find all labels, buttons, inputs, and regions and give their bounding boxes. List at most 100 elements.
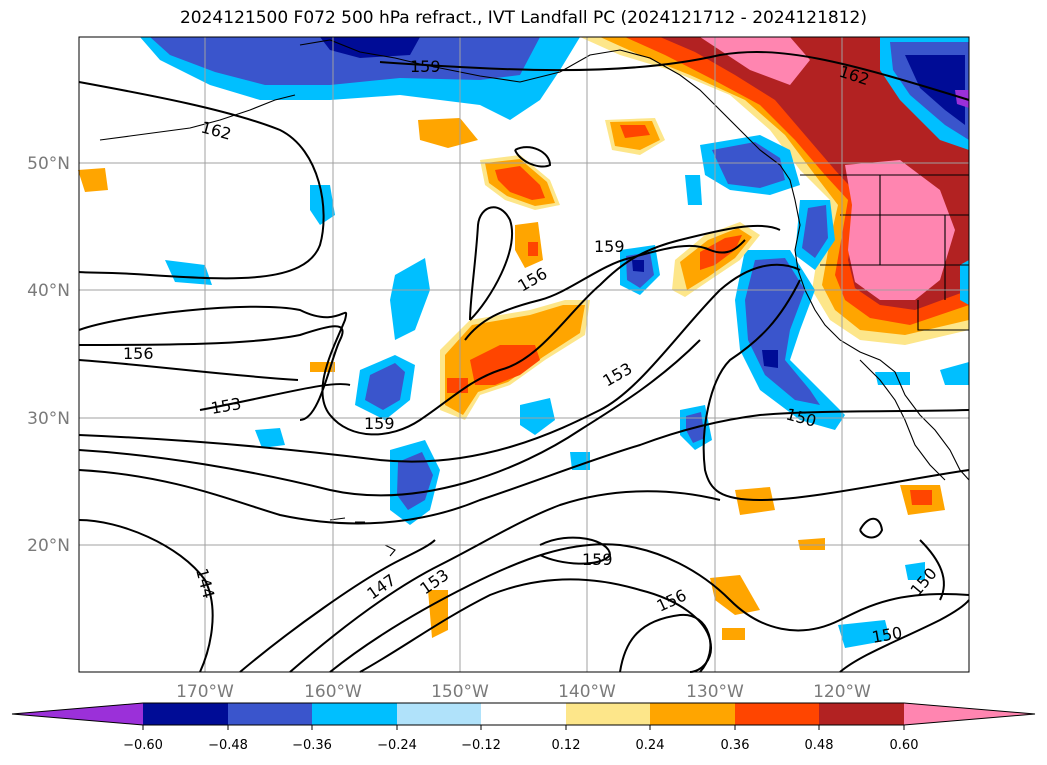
map-title: 2024121500 F072 500 hPa refract., IVT La… [179,8,867,28]
pos-c-outer [418,118,478,148]
colorbar-tick-label: 0.60 [890,738,919,753]
grid-lines [79,37,969,672]
contour-label: 159 [582,550,613,569]
neg-o-outer [570,452,590,470]
colorbar-tick-label: 0.36 [721,738,750,753]
colorbar-segment [312,703,397,725]
pos-d-red [620,125,650,138]
neg-m-outer [940,362,969,385]
colorbar-segment [143,703,228,725]
colorbar-tick-label: −0.24 [377,738,417,753]
state-borders [800,174,969,331]
contour-label: 150 [870,623,903,647]
pos-k-outer [78,168,108,192]
contour-162-north [78,81,325,280]
alaska-coast [299,39,970,481]
lat-label: 30°N [27,409,70,429]
colorbar-tick-label: 0.24 [636,738,665,753]
neg-ne-corner-purple [955,90,969,108]
neg-bc-mid [712,142,785,188]
lat-label: 20°N [27,536,70,556]
contour-label: 147 [363,570,399,603]
map-frame [78,36,970,673]
contour-144 [78,519,214,673]
contour-label: 153 [600,359,636,391]
lat-label: 40°N [27,281,70,301]
pc-shading [78,37,969,648]
contour-label: 159 [594,237,625,256]
coastlines [99,39,970,557]
contour-159-b [539,536,612,565]
contour-150-b [839,599,970,673]
neg-coast-dark [762,350,778,368]
aleutians [99,94,296,141]
pos-m-outer [722,628,745,640]
lat-label: 50°N [27,154,70,174]
neg-mid-b-mid [365,363,405,410]
contour-label: 153 [209,394,242,418]
colorbar-tick-label: 0.12 [552,738,581,753]
baja-coast [859,359,946,481]
contour-label: 144 [192,566,218,600]
contour-147-b [239,539,436,673]
contour-162-top [379,51,970,101]
contour-label: 159 [364,414,395,433]
lon-label: 170°W [176,682,234,702]
refractivity-contours [78,51,970,673]
contour-156-e [619,613,712,673]
contour-150-coast [702,279,970,502]
contour-159-a [78,224,781,436]
neg-or-mid [802,205,828,258]
contour-162-closed [859,517,884,539]
colorbar-segment [481,703,566,725]
neg-band-north-mid [150,37,540,85]
contour-156-c [469,206,513,321]
lon-label: 160°W [304,682,362,702]
pos-g-red [910,490,932,505]
pos-band-nw-pink [700,37,810,85]
longitude-labels: 170°W 160°W 150°W 140°W 130°W 120°W [176,682,871,702]
contour-label: 162 [199,118,233,144]
lon-label: 120°W [813,682,871,702]
colorbar-segment [397,703,482,725]
neg-g-outer [520,398,555,435]
contour-label: 156 [654,585,690,615]
neg-p-outer [960,260,969,305]
neg-mid-c-mid [397,452,433,510]
neg-mid-a-outer [390,258,430,340]
colorbar-tick-label: −0.48 [208,738,248,753]
neg-q-outer [685,175,702,205]
contour-label: 156 [123,344,154,363]
colorbar-tick-label: −0.60 [123,738,163,753]
colorbar-tick-label: 0.48 [805,738,834,753]
contour-label: 156 [515,264,551,296]
contour-159-small [514,146,552,168]
colorbar-extend-low [12,703,143,725]
neg-n-outer [905,562,925,580]
colorbar-tick-label: −0.36 [292,738,332,753]
pos-l-outer [798,538,825,550]
contour-150-a [78,339,701,497]
pos-f-red [528,242,538,256]
neg-e-dark [632,260,644,272]
contour-label: 159 [410,57,441,76]
colorbar-extend-high [904,703,1035,725]
pos-b-red [495,166,545,200]
neg-j-outer [255,428,285,448]
latitude-labels: 50°N 40°N 30°N 20°N [27,154,70,556]
neg-k-outer [838,620,890,648]
colorbar: −0.60 −0.48 −0.36 −0.24 −0.12 0.12 0.24 … [11,702,1036,753]
contour-156-d [359,578,712,673]
contour-153-d [329,543,970,673]
colorbar-segment [735,703,820,725]
contour-150-c [919,539,945,601]
colorbar-tick-label: −0.12 [461,738,501,753]
pos-h-outer [735,487,775,515]
contour-156-b [464,239,746,341]
contour-153-c [289,490,721,673]
lon-label: 140°W [558,682,616,702]
colorbar-segment [566,703,651,725]
neg-l-outer [875,372,910,385]
neg-band-north-dark [320,37,420,58]
